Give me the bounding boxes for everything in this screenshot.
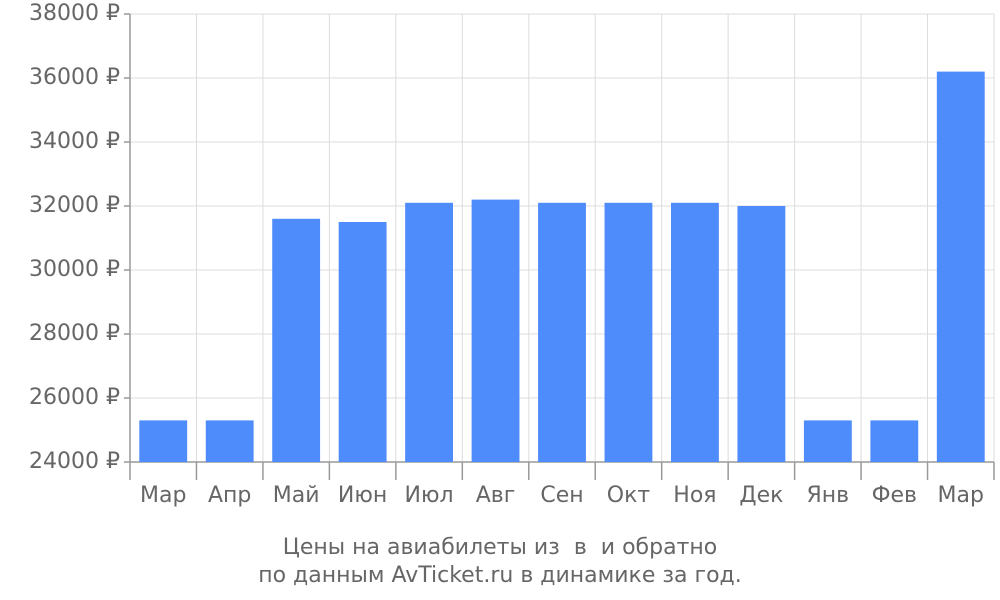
bar: [870, 420, 919, 462]
y-tick-label: 38000 ₽: [29, 1, 120, 26]
x-tick-label: Авг: [476, 483, 516, 508]
y-tick-label: 34000 ₽: [29, 129, 120, 154]
bar: [338, 222, 387, 462]
chart-title: Цены на авиабилеты из в и обратно: [283, 535, 717, 560]
bar: [604, 202, 653, 463]
y-tick-label: 24000 ₽: [29, 449, 120, 474]
bar: [670, 202, 719, 463]
y-tick-label: 30000 ₽: [29, 257, 120, 282]
x-tick-label: Мар: [938, 483, 984, 508]
y-tick-label: 36000 ₽: [29, 65, 120, 90]
chart-subtitle: по данным AvTicket.ru в динамике за год.: [258, 563, 742, 588]
bar: [139, 420, 188, 462]
x-tick-label: Ноя: [673, 483, 716, 508]
x-tick-label: Июн: [338, 483, 387, 508]
bar: [538, 202, 586, 463]
bar: [737, 206, 786, 462]
bar: [803, 420, 852, 462]
x-tick-label: Сен: [540, 483, 583, 508]
bar: [936, 71, 985, 462]
x-tick-label: Дек: [739, 483, 783, 508]
bar: [205, 420, 254, 462]
x-tick-label: Окт: [607, 483, 651, 508]
y-tick-label: 28000 ₽: [29, 321, 120, 346]
x-tick-label: Янв: [807, 483, 850, 508]
bar: [471, 199, 520, 462]
x-tick-label: Май: [273, 483, 320, 508]
x-tick-label: Фев: [872, 483, 917, 508]
y-tick-label: 32000 ₽: [29, 193, 120, 218]
x-tick-label: Апр: [208, 483, 251, 508]
x-tick-label: Мар: [140, 483, 186, 508]
bar: [272, 218, 321, 462]
bar: [405, 202, 454, 463]
x-tick-label: Июл: [405, 483, 454, 508]
y-tick-label: 26000 ₽: [29, 385, 120, 410]
